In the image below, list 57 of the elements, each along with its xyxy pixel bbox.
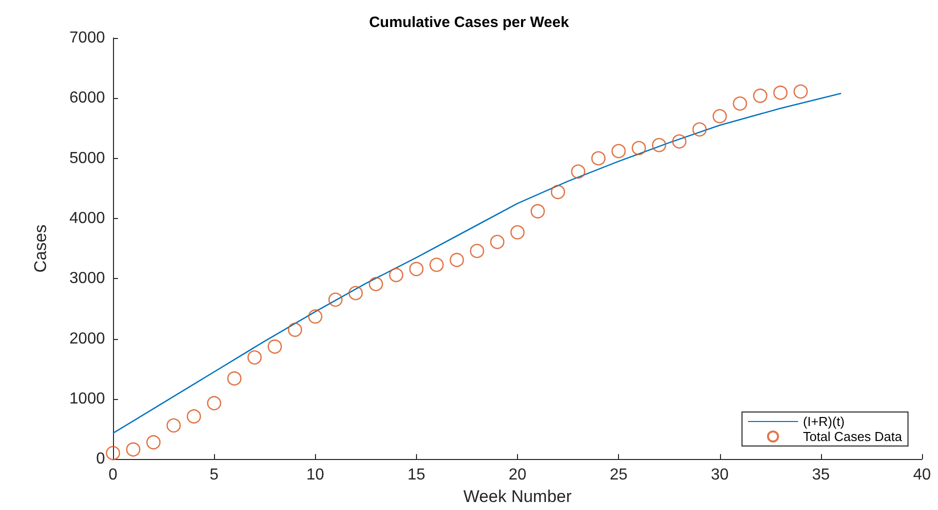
point: [206, 396, 222, 410]
point: [490, 234, 504, 250]
point: [632, 140, 646, 156]
x-tick-label: 25: [610, 466, 628, 484]
chart-title: Cumulative Cases per Week: [369, 14, 570, 31]
point: [571, 164, 586, 179]
point: [409, 262, 424, 276]
point: [227, 371, 242, 386]
point: [288, 322, 302, 337]
point: [450, 252, 464, 268]
x-tick-label: 5: [210, 466, 219, 484]
y-axis-title: Cases: [31, 224, 50, 273]
point: [308, 309, 322, 324]
point: [348, 286, 363, 300]
point: [268, 339, 282, 354]
point: [692, 122, 707, 137]
y-tick-label: 3000: [69, 270, 106, 288]
point: [146, 435, 161, 450]
point: [530, 204, 545, 218]
x-tick-label: 0: [108, 466, 118, 484]
point: [652, 138, 666, 152]
y-tick-label: 7000: [69, 30, 106, 46]
point: [328, 292, 343, 307]
x-tick-label: 30: [710, 466, 729, 484]
point: [166, 418, 181, 433]
x-tick-label: 40: [913, 466, 931, 484]
point: [126, 442, 140, 457]
point: [470, 244, 484, 258]
point: [389, 268, 404, 282]
point: [106, 446, 120, 460]
y-tick-label: 4000: [69, 210, 106, 227]
legend-label: Total Cases Data: [803, 429, 903, 444]
y-tick-label: 5000: [69, 150, 106, 167]
point: [247, 350, 262, 365]
x-tick-label: 10: [306, 466, 324, 484]
y-tick-label: 2000: [69, 330, 106, 348]
point: [368, 276, 384, 292]
point: [550, 184, 566, 200]
point: [794, 84, 808, 99]
point: [611, 144, 626, 158]
point: [510, 225, 525, 240]
point: [672, 134, 686, 149]
y-tick-label: 0: [96, 450, 106, 468]
x-tick-label: 20: [508, 466, 526, 484]
point: [732, 96, 748, 111]
y-tick-label: 1000: [69, 390, 106, 408]
point: [186, 409, 202, 424]
x-axis-title: Week Number: [463, 487, 572, 506]
x-tick-label: 35: [812, 466, 830, 484]
point: [753, 88, 768, 103]
point: [712, 109, 727, 124]
point: [429, 258, 444, 272]
y-tick-label: 6000: [69, 90, 106, 107]
point: [773, 86, 788, 100]
point: [591, 151, 606, 166]
legend-label: (I+R)(t): [803, 414, 845, 429]
x-tick-label: 15: [407, 466, 426, 484]
